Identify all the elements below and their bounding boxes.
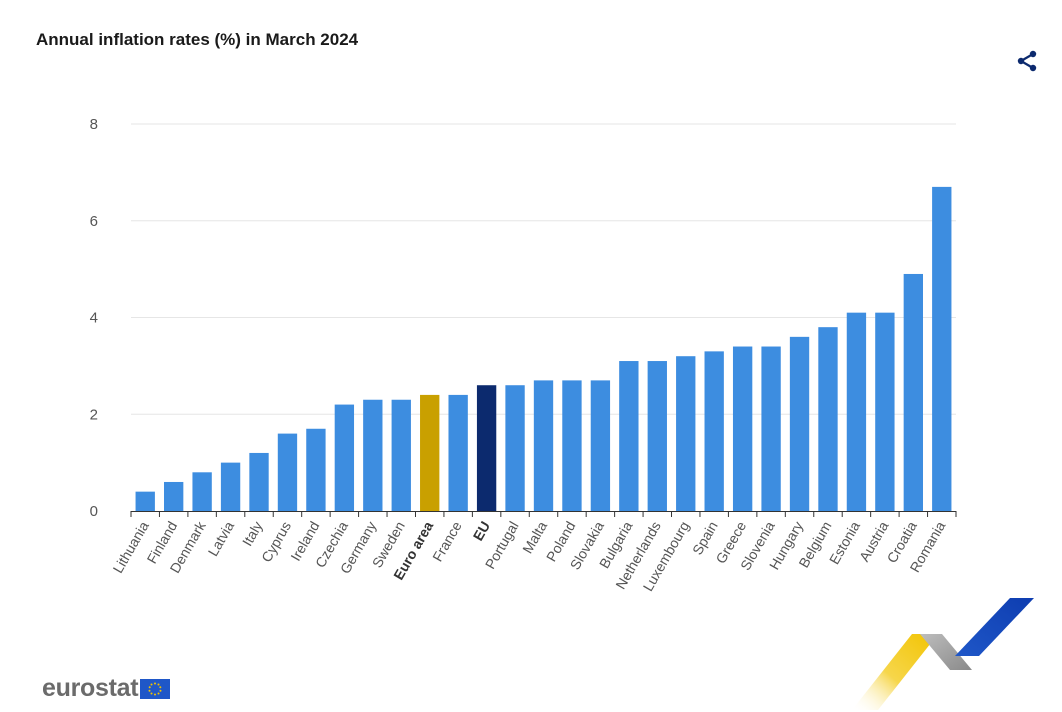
x-tick-label: Latvia	[205, 518, 238, 559]
chart-title: Annual inflation rates (%) in March 2024	[36, 30, 359, 49]
bar-france[interactable]	[448, 394, 468, 511]
y-tick-label: 8	[90, 116, 98, 133]
bar-slovenia[interactable]	[761, 346, 781, 511]
logo-text: eurostat	[42, 674, 139, 702]
bar-slovakia[interactable]	[590, 380, 611, 511]
bar-eu[interactable]	[476, 385, 497, 511]
y-tick-label: 0	[90, 503, 98, 520]
bar-finland[interactable]	[164, 481, 184, 511]
bar-croatia[interactable]	[903, 273, 923, 511]
bar-portugal[interactable]	[505, 385, 525, 511]
bar-spain[interactable]	[704, 351, 724, 511]
bar-czechia[interactable]	[334, 404, 355, 511]
bar-netherlands[interactable]	[647, 361, 667, 511]
bar-bulgaria[interactable]	[619, 361, 639, 511]
bar-denmark[interactable]	[192, 472, 212, 511]
bar-euro-area[interactable]	[420, 394, 440, 511]
bar-hungary[interactable]	[789, 336, 810, 511]
bar-luxembourg[interactable]	[676, 356, 696, 511]
bar-latvia[interactable]	[220, 462, 241, 511]
y-tick-label: 2	[90, 406, 98, 423]
bar-estonia[interactable]	[846, 312, 867, 511]
bar-malta[interactable]	[533, 380, 554, 511]
eurostat-logo: eurostat	[42, 674, 171, 703]
bar-austria[interactable]	[875, 312, 895, 511]
bar-sweden[interactable]	[391, 399, 411, 511]
y-tick-label: 6	[90, 213, 98, 230]
bar-lithuania[interactable]	[135, 491, 155, 511]
x-tick-label: Italy	[239, 519, 266, 549]
bar-cyprus[interactable]	[277, 433, 298, 511]
x-tick-label: France	[429, 518, 465, 564]
bar-ireland[interactable]	[306, 428, 326, 511]
bar-romania[interactable]	[932, 186, 952, 511]
bar-germany[interactable]	[363, 399, 383, 511]
eu-flag-icon	[140, 678, 171, 699]
brand-decoration	[852, 598, 1034, 710]
bar-belgium[interactable]	[818, 327, 838, 511]
share-icon[interactable]	[1014, 48, 1040, 74]
bar-greece[interactable]	[732, 346, 753, 511]
x-tick-label: EU	[470, 519, 494, 544]
x-tick-label: Lithuania	[110, 518, 152, 575]
bar-italy[interactable]	[249, 452, 269, 511]
y-tick-label: 4	[90, 310, 98, 327]
bar-poland[interactable]	[562, 380, 582, 511]
